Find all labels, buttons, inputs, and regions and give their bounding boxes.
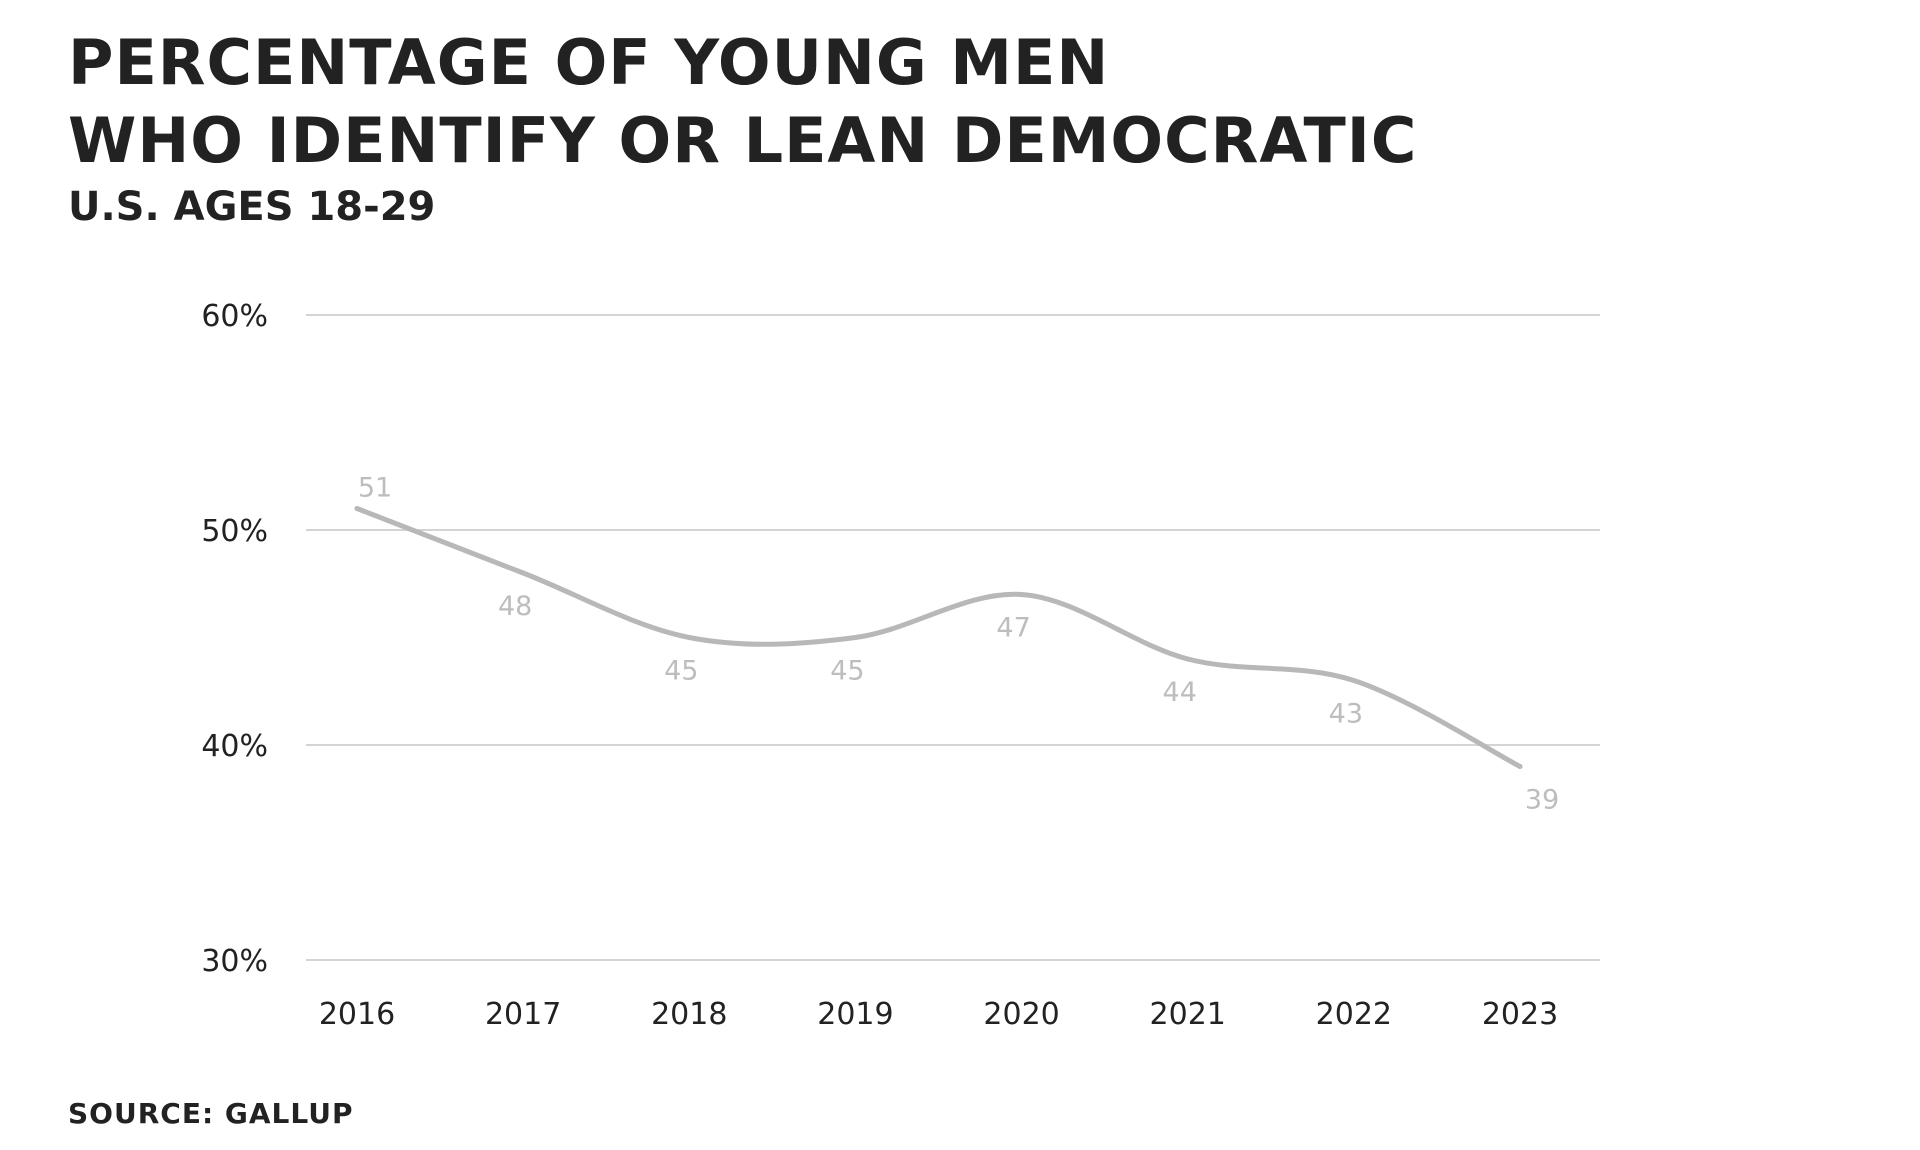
chart-subtitle: U.S. AGES 18-29 (68, 184, 436, 230)
chart-title-block: PERCENTAGE OF YOUNG MEN WHO IDENTIFY OR … (68, 24, 1417, 232)
x-tick-label: 2016 (319, 997, 395, 1032)
x-tick-label: 2022 (1316, 997, 1392, 1032)
chart-title-line-1: PERCENTAGE OF YOUNG MEN (68, 26, 1110, 99)
gridlines (306, 314, 1600, 961)
y-tick-label: 50% (201, 514, 268, 549)
x-tick-label: 2020 (983, 997, 1059, 1032)
data-point (354, 506, 360, 511)
data-label: 48 (498, 591, 532, 622)
x-tick-label: 2019 (817, 997, 893, 1032)
source-note: SOURCE: GALLUP (68, 1097, 354, 1130)
data-label: 45 (664, 656, 698, 687)
data-point (1019, 592, 1025, 597)
data-point (1351, 678, 1357, 683)
x-tick-label: 2023 (1482, 997, 1558, 1032)
y-axis: 60% 50% 40% 30% (201, 299, 268, 979)
data-point (1185, 656, 1191, 662)
data-label: 47 (996, 613, 1030, 644)
data-label: 44 (1163, 677, 1197, 708)
data-label: 51 (358, 473, 392, 504)
data-label: 45 (830, 656, 864, 687)
data-point (686, 635, 692, 640)
x-axis: 2016 2017 2018 2019 2020 2021 2022 2023 (319, 997, 1558, 1032)
x-tick-label: 2018 (651, 997, 727, 1032)
x-tick-label: 2017 (485, 997, 561, 1032)
data-label: 39 (1525, 785, 1559, 816)
chart-title-line-2: WHO IDENTIFY OR LEAN DEMOCRATIC (68, 104, 1418, 177)
x-tick-label: 2021 (1150, 997, 1226, 1032)
data-label: 43 (1329, 699, 1363, 730)
data-point (1517, 764, 1523, 769)
data-labels: 51 48 45 45 47 44 43 39 (358, 473, 1559, 816)
series-line (354, 506, 1523, 769)
y-tick-label: 40% (201, 729, 268, 764)
data-point (520, 570, 526, 576)
data-point (852, 635, 858, 640)
series (354, 506, 1523, 769)
y-tick-label: 30% (201, 944, 268, 979)
y-tick-label: 60% (201, 299, 268, 334)
